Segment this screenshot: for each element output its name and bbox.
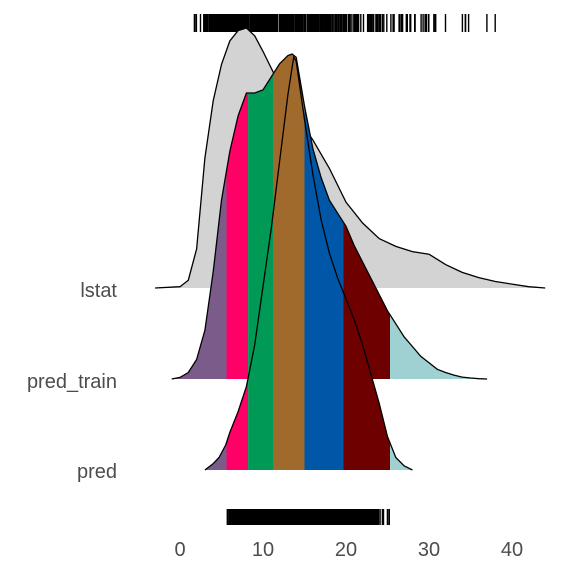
rug-bottom [226,509,391,525]
x-axis: 0 10 20 30 40 [174,539,523,561]
ridge-pred-train-band-6 [390,54,488,379]
x-tick-label: 40 [501,539,523,561]
ridge-pred-train-line [171,53,488,380]
x-tick-label: 20 [335,539,357,561]
row-label-lstat: lstat [80,280,117,302]
x-tick-label: 0 [174,539,185,561]
x-tick-label: 30 [418,539,440,561]
rug-top [193,14,496,32]
ridge-lstat-line [155,27,546,289]
y-axis-labels: lstat pred_train pred [27,280,117,483]
ridge-pred-line [204,55,413,471]
row-label-pred-train: pred_train [27,371,117,393]
row-label-pred: pred [77,461,117,483]
x-tick-label: 10 [252,539,274,561]
